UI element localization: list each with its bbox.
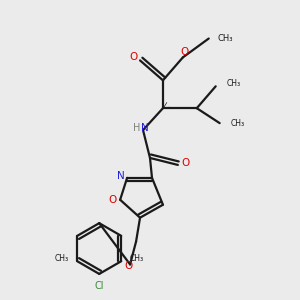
Text: CH₃: CH₃ xyxy=(231,118,245,127)
Text: CH₃: CH₃ xyxy=(217,34,232,43)
Text: O: O xyxy=(181,158,190,168)
Text: O: O xyxy=(129,52,138,62)
Text: H: H xyxy=(133,123,140,133)
Text: N: N xyxy=(117,171,124,181)
Text: O: O xyxy=(124,261,133,271)
Text: CH₃: CH₃ xyxy=(226,79,240,88)
Text: O: O xyxy=(180,47,188,57)
Text: O: O xyxy=(109,195,117,205)
Text: Cl: Cl xyxy=(94,281,104,291)
Text: CH₃: CH₃ xyxy=(130,254,144,263)
Text: N: N xyxy=(141,123,148,133)
Text: CH₃: CH₃ xyxy=(55,254,69,263)
